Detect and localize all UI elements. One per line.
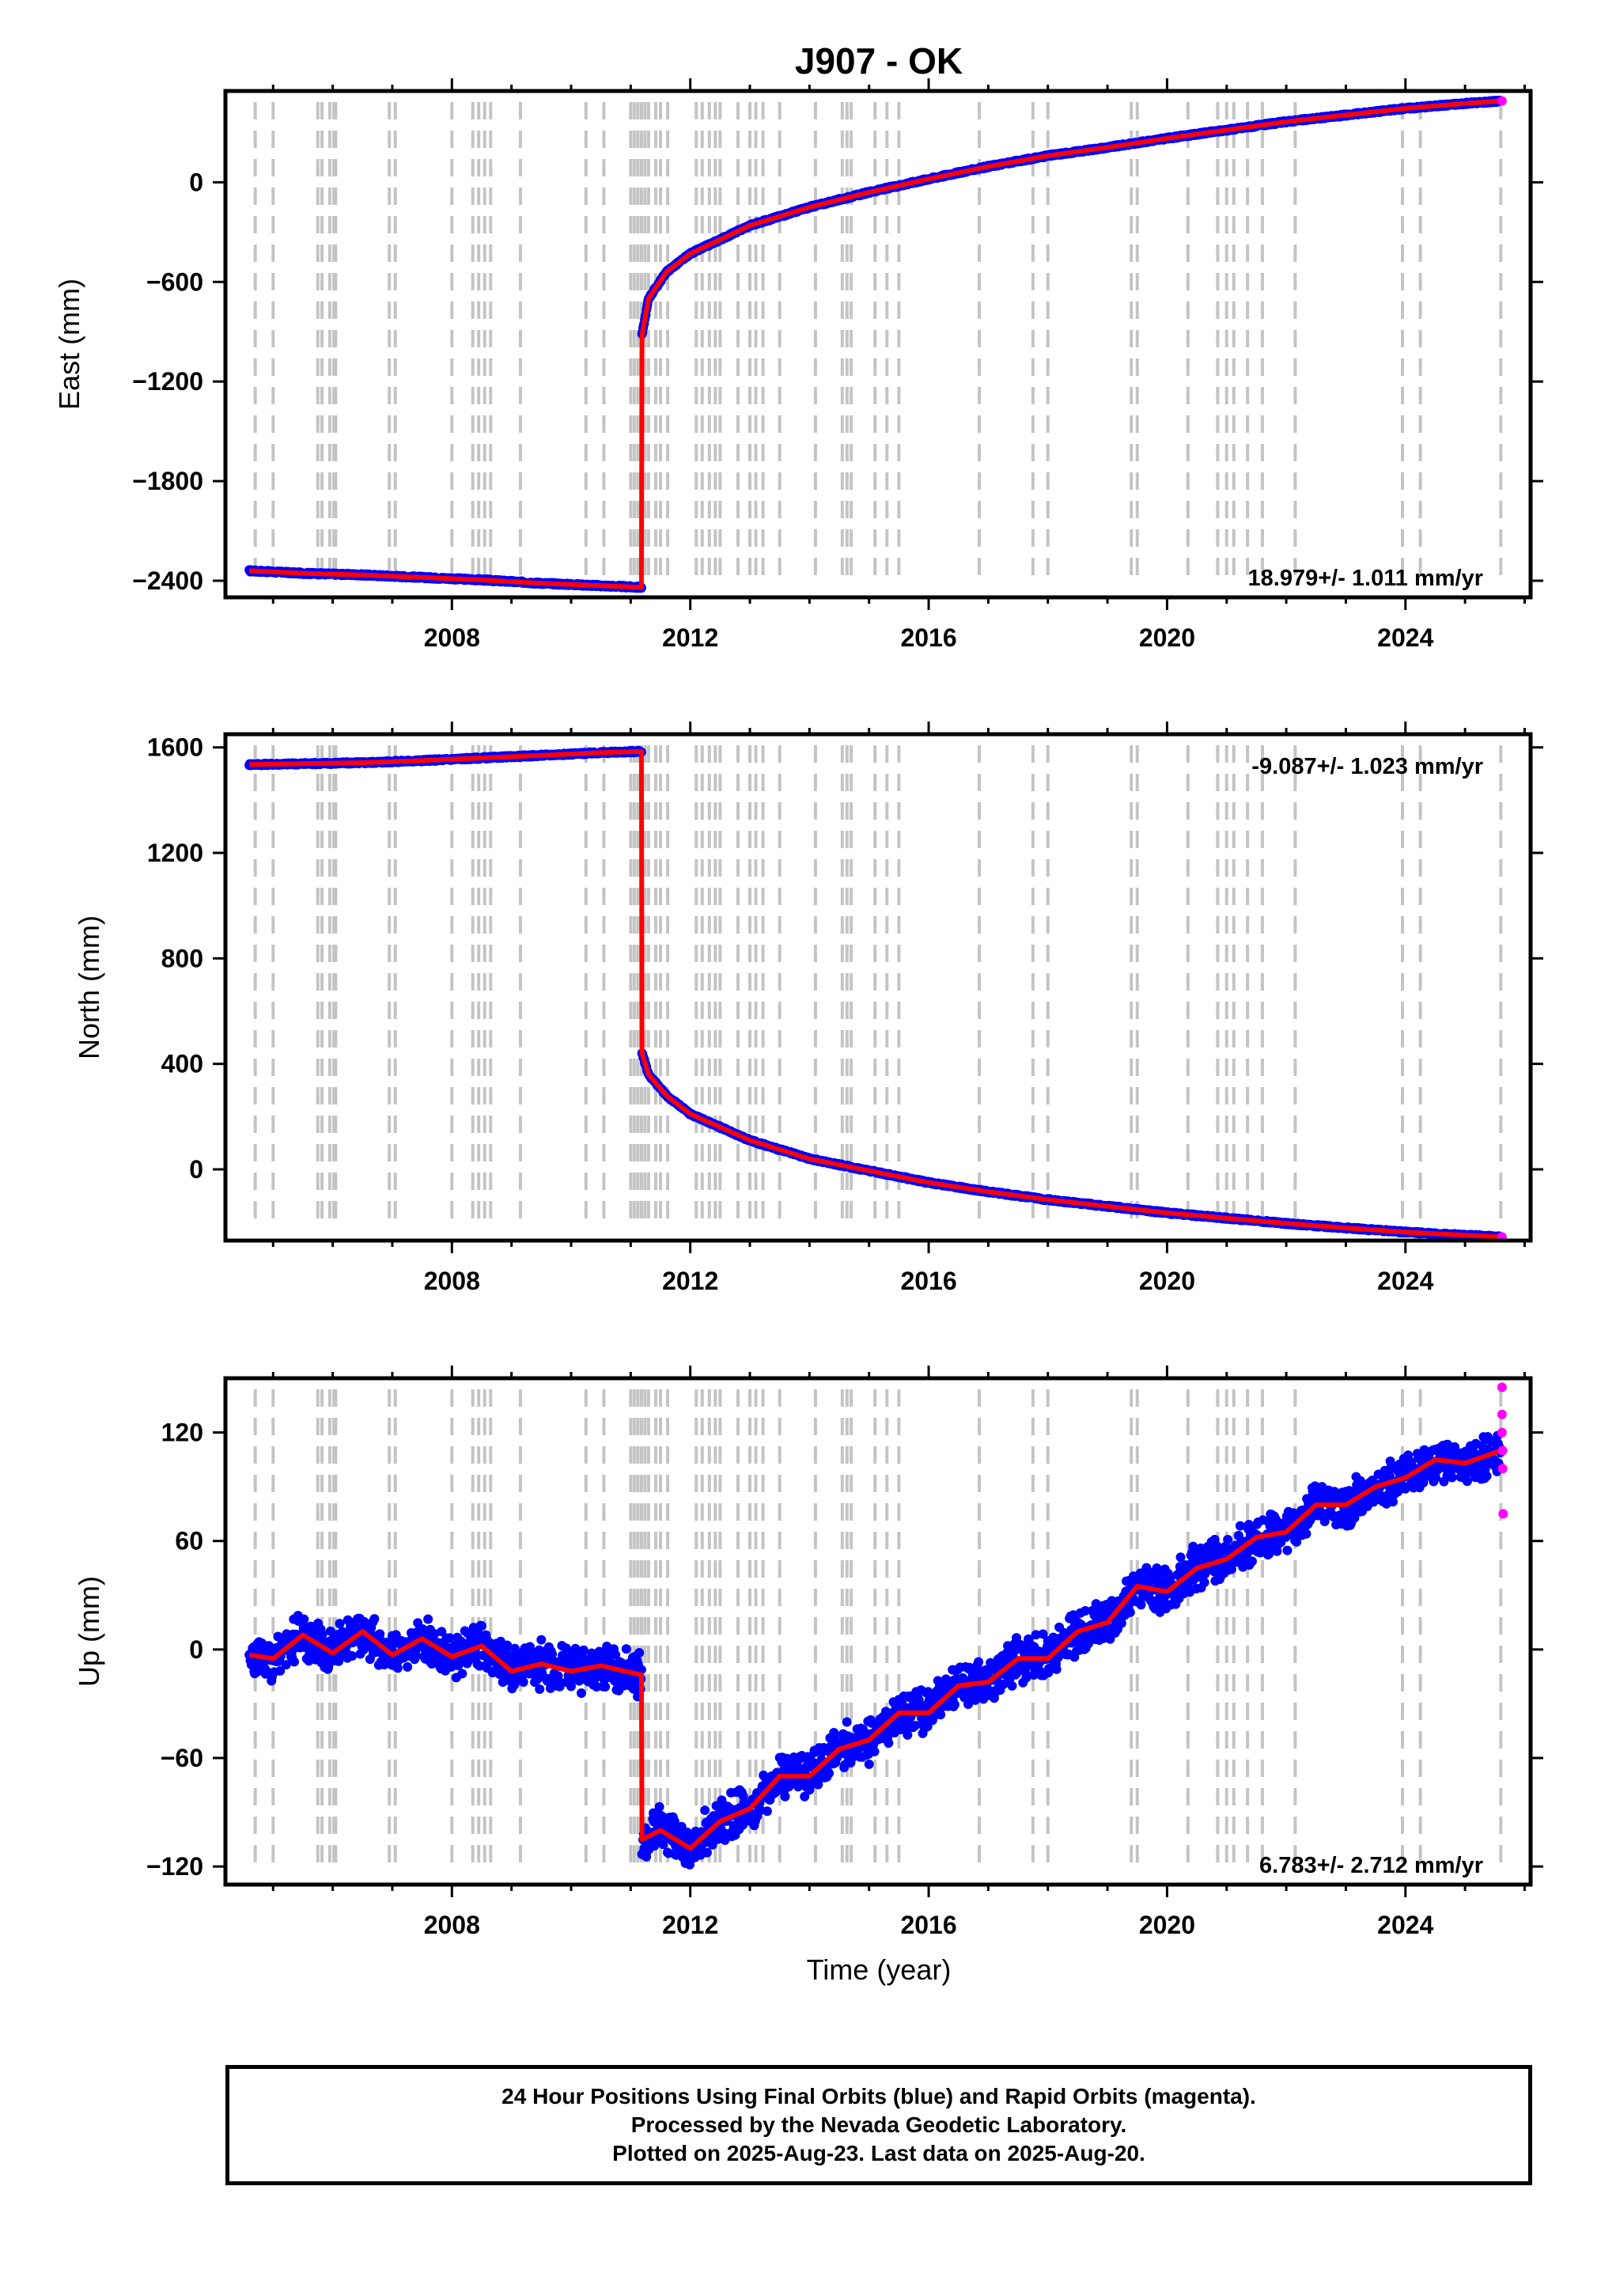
model-fit-line (248, 98, 1501, 590)
velocity-rate-label: 18.979+/- 1.011 mm/yr (1248, 566, 1483, 591)
final-orbit-points (244, 745, 1505, 1243)
y-tick-label: 1200 (147, 839, 203, 867)
y-tick-label: −2400 (132, 566, 203, 595)
plot-frame (223, 732, 1533, 1243)
x-tick-label: 2016 (900, 623, 956, 652)
x-tick-label: 2020 (1139, 623, 1195, 652)
y-axis-label: East (mm) (53, 278, 85, 410)
y-tick-label: 400 (161, 1050, 203, 1078)
panel-east: 2008 2012 2016 2020 2024 −2400 −1800 −1200 −600 0… (53, 78, 1543, 652)
x-tick-label: 2024 (1377, 1267, 1433, 1295)
y-tick-label: 0 (189, 168, 203, 196)
rapid-orbit-point (1497, 96, 1507, 106)
chart-title: J907 - OK (795, 40, 963, 81)
velocity-rate-label: -9.087+/- 1.023 mm/yr (1251, 754, 1483, 779)
y-tick-label: 1600 (147, 733, 203, 762)
x-tick-label: 2012 (662, 623, 718, 652)
x-tick-label: 2008 (424, 623, 480, 652)
y-axis-label: North (mm) (73, 915, 105, 1059)
y-tick-label: −1200 (132, 367, 203, 396)
panel-north: 2008 2012 2016 2020 2024 0 400 800 1200 1600 North… (73, 722, 1543, 1295)
y-tick-label: 0 (189, 1155, 203, 1184)
x-tick-label: 2020 (1139, 1267, 1195, 1295)
y-tick-label: −600 (146, 267, 203, 296)
y-tick-label: −1800 (132, 467, 203, 495)
model-fit-line (249, 748, 1501, 1240)
x-tick-label: 2012 (662, 1267, 718, 1295)
y-tick-label: 800 (161, 944, 203, 972)
x-tick-label: 2008 (424, 1267, 480, 1295)
x-tick-label: 2016 (900, 1267, 956, 1295)
x-tick-label: 2024 (1377, 623, 1433, 652)
plot-frame (223, 89, 1533, 600)
